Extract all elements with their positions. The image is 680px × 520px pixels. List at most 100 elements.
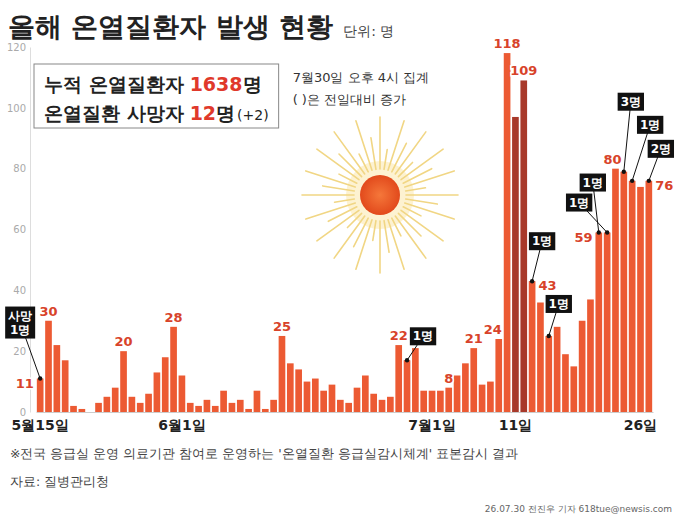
death-label-line: 1명 [583, 176, 603, 190]
bar [204, 400, 211, 412]
leader-dot [38, 376, 42, 380]
sun-ray [405, 171, 454, 187]
bar [345, 403, 352, 412]
sun-core [360, 175, 400, 215]
bar [612, 169, 619, 412]
data-label: 21 [465, 331, 483, 346]
leader-dot [547, 334, 551, 338]
bar [520, 80, 527, 412]
death-box [580, 174, 606, 192]
death-annotation: 1명 [566, 194, 609, 235]
data-label: 30 [39, 304, 57, 319]
sun-ray [403, 169, 432, 184]
leader-dot [630, 179, 634, 183]
leader-dot [647, 179, 651, 183]
data-label: 59 [574, 230, 592, 245]
death-label: 사망1명 [8, 309, 32, 337]
bar [79, 409, 86, 412]
summary-unit: 명 [243, 73, 262, 95]
y-tick: 20 [13, 346, 26, 357]
bar [112, 388, 119, 412]
bar [562, 354, 569, 412]
bar [470, 348, 477, 412]
sun-ray [371, 138, 376, 170]
bar [420, 391, 427, 412]
death-label: 1명 [549, 297, 569, 311]
death-label-line: 1명 [640, 118, 660, 132]
bar [387, 397, 394, 412]
death-label: 1명 [413, 329, 433, 343]
y-tick-label: 120 [7, 42, 26, 53]
leader-line [624, 102, 631, 172]
data-label: 109 [510, 63, 537, 78]
sun-ray [395, 216, 426, 258]
death-box [618, 93, 644, 111]
bar [254, 391, 261, 412]
bar [404, 360, 411, 412]
data-label: 80 [603, 152, 621, 167]
chart-container: 0204060801001205월15일6월1일7월1일11일26일113020… [0, 0, 680, 520]
bar [129, 397, 136, 412]
summary-frame [34, 64, 279, 128]
death-annotation: 사망1명 [5, 307, 42, 381]
sun-ray [401, 149, 443, 180]
bar [370, 394, 377, 412]
data-label: 20 [115, 334, 133, 349]
bar [454, 376, 461, 413]
bar [187, 403, 194, 412]
death-box [410, 327, 436, 345]
x-tick-label: 5월15일 [12, 417, 69, 433]
death-label: 1명 [583, 176, 603, 190]
death-annotation: 1명 [405, 327, 436, 362]
death-annotation: 1명 [529, 232, 555, 283]
sun-ray [406, 194, 458, 196]
x-tick-label: 6월1일 [158, 417, 205, 433]
death-label: 2명 [651, 142, 671, 156]
data-label: 24 [484, 322, 502, 337]
bar [362, 376, 369, 413]
bar [145, 394, 152, 412]
death-label: 1명 [640, 118, 660, 132]
sun-ray [401, 210, 443, 241]
bar [329, 385, 336, 412]
y-tick: 40 [13, 285, 26, 296]
summary-label: 온열질환 사망자 [44, 102, 184, 124]
y-tick: 120 [7, 42, 26, 53]
bar [570, 366, 577, 412]
bar [312, 379, 319, 412]
death-label-line: 3명 [621, 95, 641, 109]
sun-ray [323, 186, 355, 191]
bar [504, 53, 511, 412]
death-label: 3명 [621, 95, 641, 109]
leader-dot [530, 279, 534, 283]
summary-line: 누적 온열질환자1638명 [44, 73, 262, 95]
death-label-line: 사망 [8, 309, 32, 323]
y-tick: 60 [13, 224, 26, 235]
bar [87, 412, 94, 413]
summary-box: 누적 온열질환자1638명온열질환 사망자12명(+2) [34, 64, 279, 128]
bar [579, 321, 586, 412]
credit: 26.07.30 전진우 기자 618tue@newsis.com [485, 504, 672, 514]
y-tick-label: 20 [13, 346, 26, 357]
bar [262, 409, 269, 412]
x-tick: 6월1일 [158, 417, 205, 433]
bar [270, 400, 277, 412]
x-tick: 11일 [499, 417, 532, 433]
x-axis: 5월15일6월1일7월1일11일26일 [12, 413, 658, 433]
x-tick-label: 7월1일 [408, 417, 455, 433]
bar [195, 406, 202, 412]
bar [437, 391, 444, 412]
bar [295, 369, 302, 412]
bar [62, 360, 69, 412]
death-label-line: 2명 [651, 142, 671, 156]
sun-ray [379, 117, 381, 169]
summary-line: 온열질환 사망자12명(+2) [44, 102, 269, 124]
death-label: 1명 [532, 234, 552, 248]
note: ( )은 전일대비 증가 [293, 92, 407, 107]
sun-ray [302, 194, 354, 196]
bar [479, 385, 486, 412]
sun-ray [356, 121, 372, 170]
unit-label: 단위: 명 [343, 23, 394, 39]
note: 7월30일 오후 4시 집계 [293, 70, 429, 85]
data-label: 28 [165, 310, 183, 325]
